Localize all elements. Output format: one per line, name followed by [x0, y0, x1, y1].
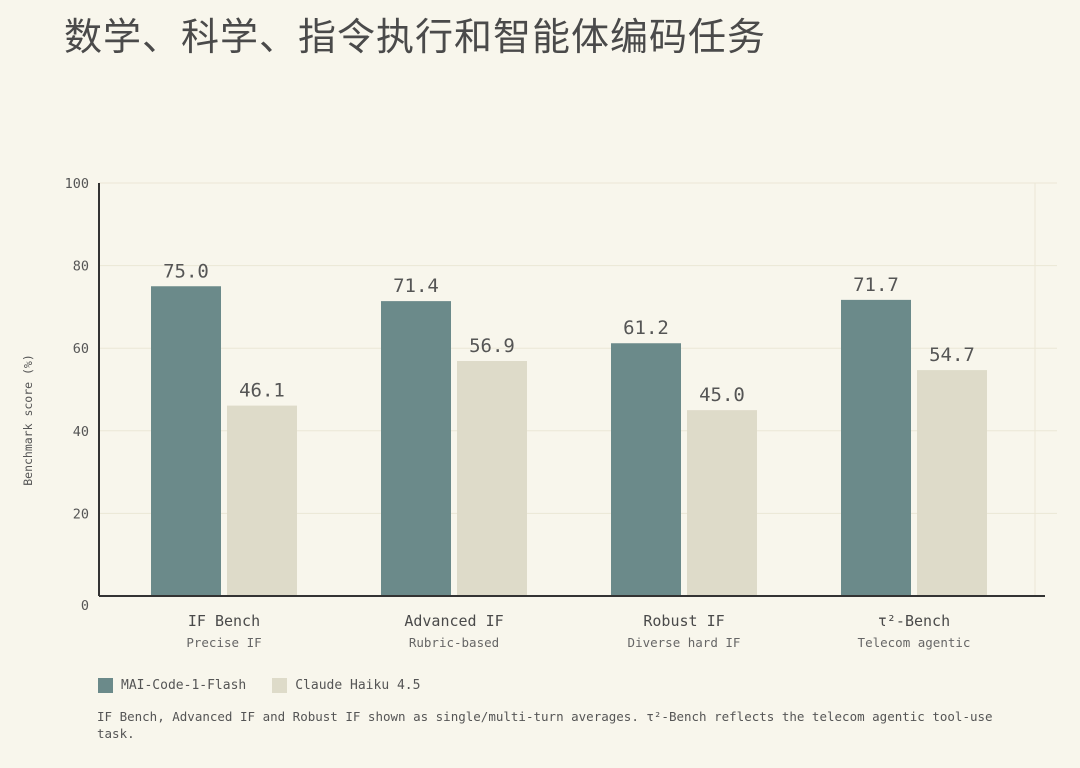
x-tick-label-1: Advanced IF	[404, 612, 503, 630]
bar-mai-1	[381, 301, 451, 596]
tick-labels: 0 20 40 60 80 100 IF Bench Precise IF Advanced I…	[65, 176, 971, 650]
bar-mai-3	[841, 299, 911, 596]
value-label-mai-0: 75.0	[163, 260, 209, 282]
bar-chart: 75.0 46.1 71.4 56.9 61.2 45.0 71.7 54.7 0 20 40 60…	[21, 176, 1057, 650]
bar-mai-0	[151, 286, 221, 596]
x-tick-sublabel-3: Telecom agentic	[858, 635, 971, 650]
y-tick-label-60: 60	[73, 341, 89, 357]
x-tick-label-3: τ²-Bench	[878, 612, 950, 630]
bar-claude-2	[687, 410, 757, 596]
x-tick-sublabel-2: Diverse hard IF	[628, 635, 741, 650]
value-labels: 75.0 46.1 71.4 56.9 61.2 45.0 71.7 54.7	[163, 260, 975, 406]
bar-claude-3	[917, 370, 987, 596]
bar-claude-1	[457, 361, 527, 596]
y-tick-label-100: 100	[65, 176, 89, 192]
x-tick-label-0: IF Bench	[188, 612, 260, 630]
bars	[151, 286, 987, 596]
value-label-mai-1: 71.4	[393, 275, 439, 297]
y-tick-label-40: 40	[73, 424, 89, 440]
legend: MAI-Code-1-Flash Claude Haiku 4.5	[98, 678, 446, 693]
x-tick-sublabel-0: Precise IF	[186, 635, 261, 650]
axes	[98, 183, 1045, 597]
legend-label-claude: Claude Haiku 4.5	[295, 678, 421, 693]
value-label-claude-2: 45.0	[699, 384, 745, 406]
page-title: 数学、科学、指令执行和智能体编码任务	[64, 15, 767, 59]
legend-swatch-claude	[272, 678, 288, 693]
y-axis-label: Benchmark score (%)	[21, 354, 35, 486]
x-tick-sublabel-1: Rubric-based	[409, 635, 499, 650]
legend-label-mai: MAI-Code-1-Flash	[121, 678, 247, 693]
x-tick-label-2: Robust IF	[643, 612, 724, 630]
bar-claude-0	[227, 405, 297, 596]
value-label-claude-0: 46.1	[239, 380, 285, 402]
legend-item-claude: Claude Haiku 4.5	[272, 678, 420, 693]
y-tick-label-0: 0	[81, 598, 89, 614]
value-label-mai-3: 71.7	[853, 274, 899, 296]
y-tick-label-80: 80	[73, 259, 89, 275]
value-label-claude-3: 54.7	[929, 344, 975, 366]
value-label-claude-1: 56.9	[469, 335, 515, 357]
y-tick-label-20: 20	[73, 506, 89, 522]
legend-item-mai: MAI-Code-1-Flash	[98, 678, 246, 693]
footnote: IF Bench, Advanced IF and Robust IF show…	[97, 709, 993, 741]
value-label-mai-2: 61.2	[623, 317, 669, 339]
legend-swatch-mai	[98, 678, 113, 693]
bar-mai-2	[611, 343, 681, 596]
